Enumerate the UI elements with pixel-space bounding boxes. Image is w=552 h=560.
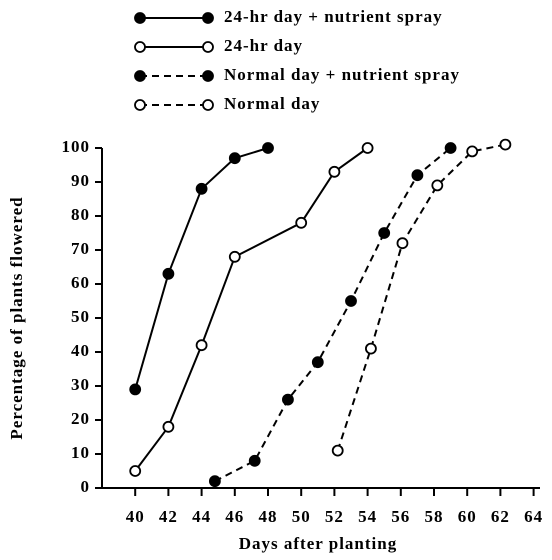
x-axis-label: Days after planting [239, 534, 397, 553]
data-point [295, 216, 308, 229]
series-line [214, 147, 452, 483]
legend-marker [202, 12, 214, 24]
data-point [162, 267, 175, 280]
legend-marker [202, 99, 214, 111]
y-axis-label: Percentage of plants flowered [7, 196, 26, 439]
data-point [411, 169, 424, 182]
legend-label: 24-hr day [224, 36, 303, 55]
data-point [466, 145, 479, 158]
legend-marker [202, 70, 214, 82]
data-point [162, 420, 175, 433]
data-point [396, 237, 409, 250]
data-point [328, 165, 341, 178]
x-tick-label: 40 [126, 507, 145, 526]
legend-label: 24-hr day + nutrient spray [224, 7, 443, 26]
data-point [345, 295, 357, 307]
y-tick-label: 30 [71, 375, 90, 394]
data-point [378, 227, 391, 239]
data-point [331, 444, 344, 457]
y-tick-label: 10 [71, 443, 90, 462]
legend-marker [134, 12, 146, 24]
legend-marker [134, 41, 146, 53]
data-point [444, 142, 457, 154]
y-tick-label: 50 [71, 307, 90, 326]
y-tick-label: 40 [71, 341, 90, 360]
y-tick-label: 90 [71, 171, 90, 190]
x-tick-label: 46 [225, 507, 244, 526]
x-tick-label: 54 [358, 507, 377, 526]
data-point [129, 383, 142, 396]
data-point [129, 465, 142, 477]
legend-marker [134, 70, 146, 82]
x-tick-label: 48 [259, 507, 278, 526]
x-tick-label: 56 [391, 507, 410, 526]
data-point [361, 142, 374, 154]
data-point [262, 142, 274, 154]
data-point [228, 152, 241, 165]
data-point [311, 356, 324, 369]
legend-marker [134, 99, 146, 111]
x-tick-label: 60 [458, 507, 477, 526]
y-tick-label: 70 [71, 239, 90, 258]
legend-label: Normal day [224, 94, 320, 113]
data-point [282, 393, 294, 406]
data-point [365, 342, 377, 355]
x-tick-label: 58 [425, 507, 444, 526]
x-tick-label: 42 [159, 507, 178, 526]
legend-label: Normal day + nutrient spray [224, 65, 460, 84]
data-point [431, 179, 444, 192]
y-tick-label: 80 [71, 205, 90, 224]
y-tick-label: 60 [71, 273, 90, 292]
data-point [195, 339, 208, 352]
x-tick-label: 62 [491, 507, 510, 526]
data-point [499, 138, 512, 151]
y-tick-label: 20 [71, 409, 90, 428]
x-tick-label: 64 [524, 507, 543, 526]
legend-marker [202, 41, 214, 53]
y-tick-label: 0 [81, 477, 91, 496]
data-point [195, 182, 208, 195]
data-point [228, 250, 241, 263]
y-tick-label: 100 [62, 137, 91, 156]
series-line [336, 143, 506, 451]
data-point [248, 454, 261, 467]
x-tick-label: 52 [325, 507, 344, 526]
data-point [208, 475, 221, 488]
x-tick-label: 44 [192, 507, 211, 526]
x-tick-label: 50 [292, 507, 311, 526]
